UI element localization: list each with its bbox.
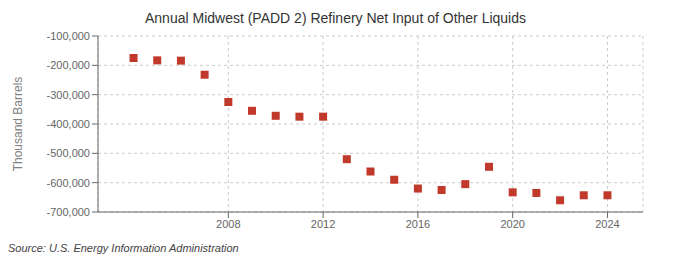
svg-text:2016: 2016 [406,218,430,230]
html-text:Annual Midwest (PADD 2) Refine: Annual Midwest (PADD 2) Refinery Net Inp… [145,10,526,26]
svg-text:-400,000: -400,000 [47,118,90,130]
svg-text:2020: 2020 [500,218,524,230]
svg-text:-500,000: -500,000 [47,147,90,159]
svg-text:-700,000: -700,000 [47,206,90,218]
svg-text:2012: 2012 [311,218,335,230]
svg-text:-200,000: -200,000 [47,59,90,71]
svg-text:2024: 2024 [595,218,619,230]
svg-text:-100,000: -100,000 [47,30,90,42]
svg-text:-600,000: -600,000 [47,177,90,189]
html-text:Source: U.S. Energy Informatio: Source: U.S. Energy Information Administ… [8,242,239,254]
svg-text:2008: 2008 [216,218,240,230]
svg-text:Thousand Barrels: Thousand Barrels [11,77,25,172]
svg-text:-300,000: -300,000 [47,89,90,101]
